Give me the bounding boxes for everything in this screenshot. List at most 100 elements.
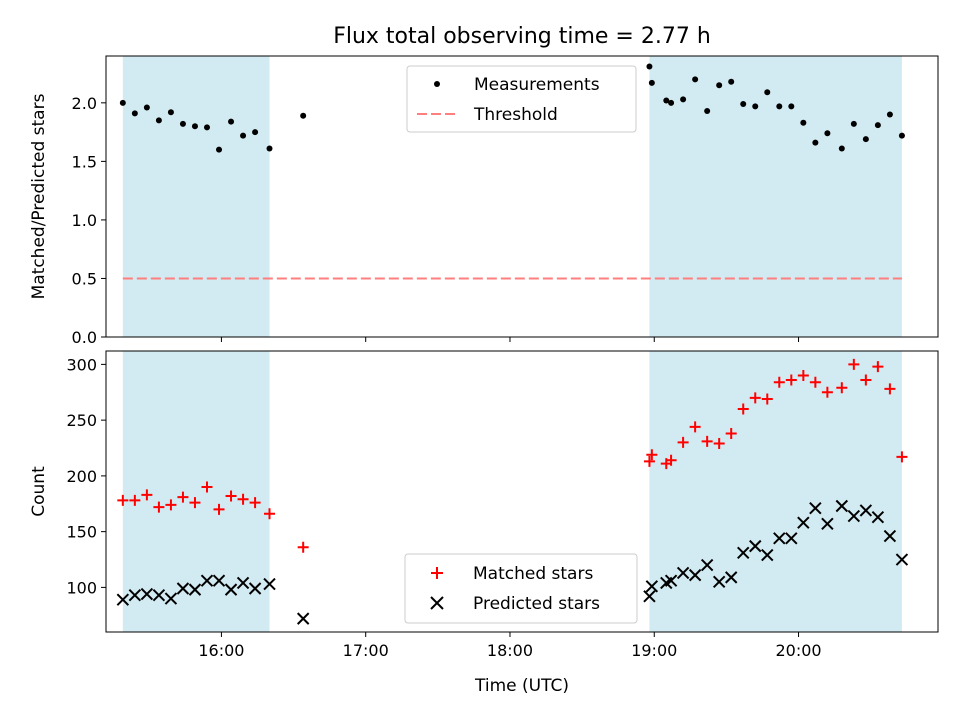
measurement-point <box>668 99 675 106</box>
y-axis-label: Matched/Predicted stars <box>29 93 49 299</box>
matched-star-point <box>761 393 773 405</box>
predicted-star-point <box>809 502 822 515</box>
matched-star-point <box>785 374 797 386</box>
measurement-point <box>252 129 259 136</box>
measurement-point <box>266 145 273 152</box>
y-tick-label: 200 <box>66 467 97 486</box>
predicted-star-point <box>140 587 154 601</box>
legend-measurements-marker <box>434 81 440 87</box>
axes-frame <box>105 55 939 338</box>
measurement-point <box>704 108 711 115</box>
measurement-point <box>663 97 670 104</box>
observing-interval-shade <box>649 56 902 337</box>
predicted-star-point <box>188 583 202 596</box>
predicted-star-point <box>761 548 774 562</box>
measurement-point <box>850 120 857 127</box>
matched-star-point <box>643 455 655 467</box>
measurement-point <box>155 117 162 124</box>
predicted-star-point <box>164 592 178 605</box>
matched-star-point <box>297 541 309 553</box>
matched-star-point <box>646 449 658 461</box>
predicted-star-point <box>676 566 690 580</box>
predicted-star-point <box>835 499 849 513</box>
top-panel-ratio: 0.0 0.5 1.0 1.5 2.0 Matched/Predicted stars Me… <box>29 55 939 347</box>
predicted-star-point <box>236 576 250 590</box>
measurement-point <box>740 101 747 108</box>
measurement-point <box>800 119 807 126</box>
measurement-point <box>764 89 771 96</box>
measurement-point <box>898 132 905 139</box>
x-tick-label: 20:00 <box>775 641 821 660</box>
x-tick-label: 18:00 <box>487 641 533 660</box>
legend-predicted-label: Predicted stars <box>473 594 600 614</box>
predicted-star-point <box>785 532 798 545</box>
measurement-point <box>216 146 223 153</box>
matched-star-point <box>689 421 701 433</box>
y-tick-label: 300 <box>66 355 97 374</box>
predicted-star-point <box>152 588 166 602</box>
matched-star-point <box>797 370 809 382</box>
predicted-star-point <box>700 558 714 572</box>
matched-star-point <box>896 451 908 463</box>
observing-interval-shade <box>122 56 270 337</box>
observing-interval-shade <box>649 351 902 632</box>
measurement-point <box>646 63 653 70</box>
y-tick-label: 0.0 <box>72 328 97 347</box>
y-tick-label: 250 <box>66 411 97 430</box>
legend-matched-label: Matched stars <box>473 564 593 584</box>
measurement-point <box>648 79 655 86</box>
matched-star-point <box>701 435 713 447</box>
predicted-star-point <box>116 593 130 606</box>
matched-star-point <box>225 490 237 502</box>
predicted-star-point <box>883 529 897 543</box>
predicted-star-point <box>871 510 885 524</box>
predicted-star-point <box>263 577 276 591</box>
legend-box <box>406 65 637 133</box>
y-tick-label: 0.5 <box>72 269 97 288</box>
legend: Matched stars Predicted stars <box>404 553 638 624</box>
legend-box <box>404 553 638 624</box>
matched-star-point <box>201 481 213 493</box>
predicted-star-point <box>200 574 214 587</box>
matched-star-point <box>821 386 833 398</box>
measurement-point <box>300 112 307 119</box>
predicted-star-point <box>749 539 762 553</box>
matched-star-point <box>177 491 189 503</box>
predicted-star-point <box>296 612 310 625</box>
matched-star-point <box>872 361 884 373</box>
matched-star-point <box>129 494 141 506</box>
measurement-point <box>179 120 186 127</box>
predicted-star-point <box>128 588 142 602</box>
matched-star-point <box>884 383 896 395</box>
matched-star-point <box>749 392 761 404</box>
measurement-point <box>788 103 795 110</box>
matched-star-point <box>117 494 129 506</box>
x-tick-label: 16:00 <box>198 641 244 660</box>
y-tick-label: 150 <box>66 523 97 542</box>
predicted-star-point <box>847 509 861 523</box>
predicted-star-point <box>712 575 726 589</box>
y-tick-label: 1.0 <box>72 211 97 230</box>
matched-star-point <box>665 454 677 466</box>
measurement-point <box>131 110 138 117</box>
measurement-point <box>240 132 247 139</box>
matched-star-point <box>237 493 249 505</box>
measurement-point <box>680 96 687 103</box>
matched-star-point <box>677 436 689 448</box>
measurement-point <box>203 124 210 131</box>
x-axis-label: Time (UTC) <box>474 676 569 696</box>
predicted-star-point <box>176 582 190 595</box>
matched-star-point <box>141 489 153 501</box>
measurement-point <box>824 130 831 137</box>
measurement-point <box>752 103 759 110</box>
measurement-point <box>812 139 819 146</box>
legend-predicted-marker <box>430 596 444 610</box>
matched-star-point <box>860 374 872 386</box>
matched-star-point <box>264 508 276 520</box>
measurement-point <box>191 123 198 130</box>
figure-title: Flux total observing time = 2.77 h <box>333 24 711 49</box>
axes-frame <box>105 350 939 633</box>
matched-star-point <box>189 497 201 509</box>
predicted-star-point <box>724 571 738 584</box>
